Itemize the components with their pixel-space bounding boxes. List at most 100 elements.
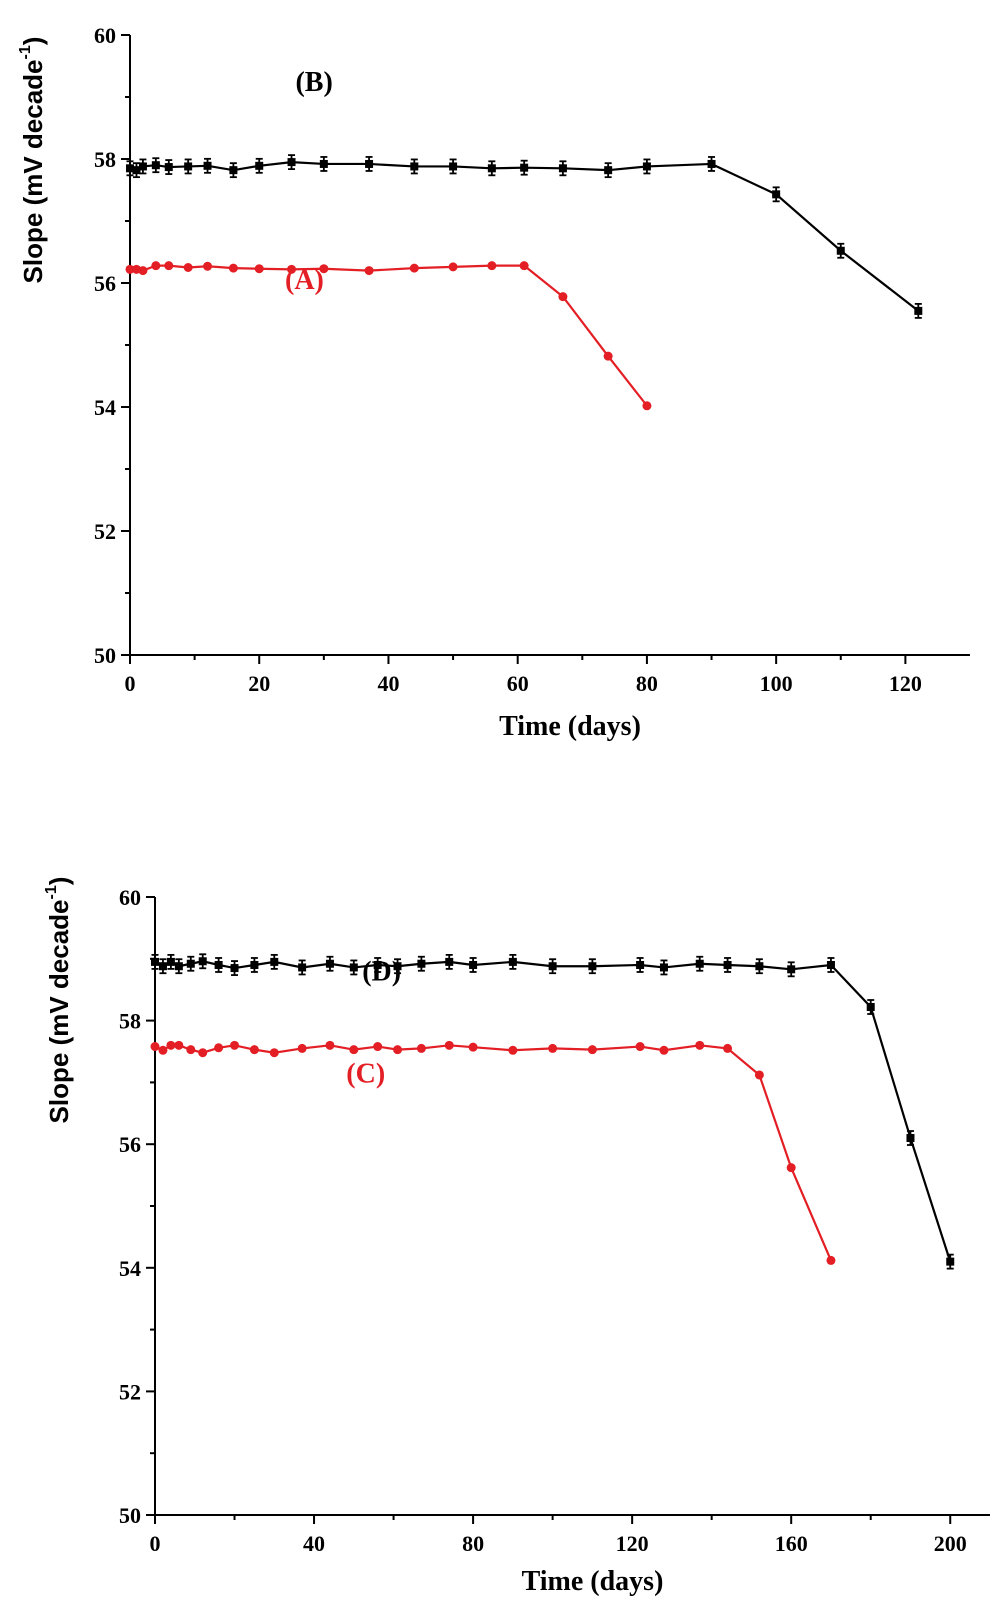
data-point — [487, 164, 496, 173]
data-point — [946, 1257, 955, 1266]
data-point — [508, 1045, 518, 1055]
data-point — [755, 962, 764, 971]
y-tick-label: 50 — [94, 643, 116, 668]
data-point — [866, 1003, 875, 1012]
data-point — [132, 166, 141, 175]
data-point — [754, 1070, 764, 1080]
data-point — [298, 963, 307, 972]
series-c — [150, 1040, 836, 1265]
series-line — [154, 960, 952, 1262]
series-label: (C) — [346, 1058, 385, 1089]
data-point — [186, 1045, 196, 1055]
data-point — [410, 162, 419, 171]
x-tick-label: 100 — [760, 671, 793, 696]
x-tick-label: 80 — [462, 1531, 484, 1556]
data-point — [325, 959, 334, 968]
y-tick-label: 56 — [94, 271, 116, 296]
data-point — [373, 960, 382, 969]
x-tick-label: 120 — [616, 1531, 649, 1556]
data-point — [373, 1042, 383, 1052]
data-point — [548, 1043, 558, 1053]
data-point — [151, 161, 160, 170]
data-point — [166, 1040, 176, 1050]
data-point — [723, 960, 732, 969]
data-point — [707, 159, 716, 168]
y-tick-label: 50 — [119, 1503, 141, 1528]
x-tick-label: 40 — [377, 671, 399, 696]
data-point — [508, 957, 517, 966]
y-axis-title: Slope (mV decade-1) — [17, 37, 48, 284]
data-point — [695, 1040, 705, 1050]
x-tick-label: 40 — [303, 1531, 325, 1556]
data-point — [520, 163, 529, 172]
series-line — [130, 264, 648, 407]
x-axis-title: Time (days) — [522, 1566, 664, 1597]
data-point — [254, 264, 264, 274]
data-point — [269, 1048, 279, 1058]
x-tick-label: 80 — [636, 671, 658, 696]
data-point — [417, 959, 426, 968]
y-tick-label: 52 — [94, 519, 116, 544]
data-point — [468, 1042, 478, 1052]
data-point — [166, 957, 175, 966]
data-point — [723, 1043, 733, 1053]
data-point — [319, 264, 329, 274]
data-point — [695, 959, 704, 968]
data-point — [270, 957, 279, 966]
y-tick-label: 52 — [119, 1379, 141, 1404]
data-point — [151, 261, 161, 271]
x-tick-label: 20 — [248, 671, 270, 696]
data-point — [587, 1045, 597, 1055]
data-point — [364, 266, 374, 276]
data-point — [228, 263, 238, 273]
data-point — [558, 164, 567, 173]
data-point — [642, 401, 652, 411]
series-a — [125, 261, 652, 411]
data-point — [214, 960, 223, 969]
data-point — [287, 158, 296, 167]
data-point — [138, 266, 148, 276]
data-point — [126, 164, 134, 173]
data-point — [250, 960, 259, 969]
y-tick-label: 54 — [119, 1256, 141, 1281]
data-point — [150, 1042, 160, 1052]
data-point — [787, 965, 796, 974]
data-point — [449, 162, 458, 171]
data-point — [519, 261, 529, 271]
x-tick-label: 160 — [775, 1531, 808, 1556]
data-point — [349, 1045, 359, 1055]
data-point — [164, 261, 174, 271]
data-point — [203, 261, 213, 271]
data-point — [230, 1040, 240, 1050]
data-point — [659, 963, 668, 972]
data-point — [198, 1048, 208, 1058]
data-point — [349, 963, 358, 972]
data-point — [906, 1134, 915, 1143]
series-label: (D) — [362, 956, 401, 987]
data-point — [786, 1163, 796, 1173]
data-point — [588, 962, 597, 971]
data-point — [255, 161, 264, 170]
data-point — [214, 1043, 224, 1053]
data-point — [174, 962, 183, 971]
y-tick-label: 58 — [94, 147, 116, 172]
data-point — [469, 960, 478, 969]
x-axis-title: Time (days) — [499, 711, 641, 742]
x-tick-label: 0 — [150, 1531, 161, 1556]
x-tick-label: 120 — [889, 671, 922, 696]
x-tick-label: 0 — [125, 671, 136, 696]
data-point — [772, 190, 781, 199]
data-point — [393, 962, 402, 971]
data-point — [548, 962, 557, 971]
data-point — [914, 306, 923, 315]
y-tick-label: 60 — [119, 885, 141, 910]
data-point — [636, 960, 645, 969]
series-line — [129, 160, 919, 312]
data-point — [319, 159, 328, 168]
data-point — [183, 263, 193, 272]
data-point — [203, 161, 212, 170]
series-line — [154, 1044, 832, 1261]
x-tick-label: 200 — [934, 1531, 967, 1556]
chart-2: 50 52 54 56 58 60 0 40 80 120 160 200 Time (days) Slo… — [43, 877, 990, 1597]
